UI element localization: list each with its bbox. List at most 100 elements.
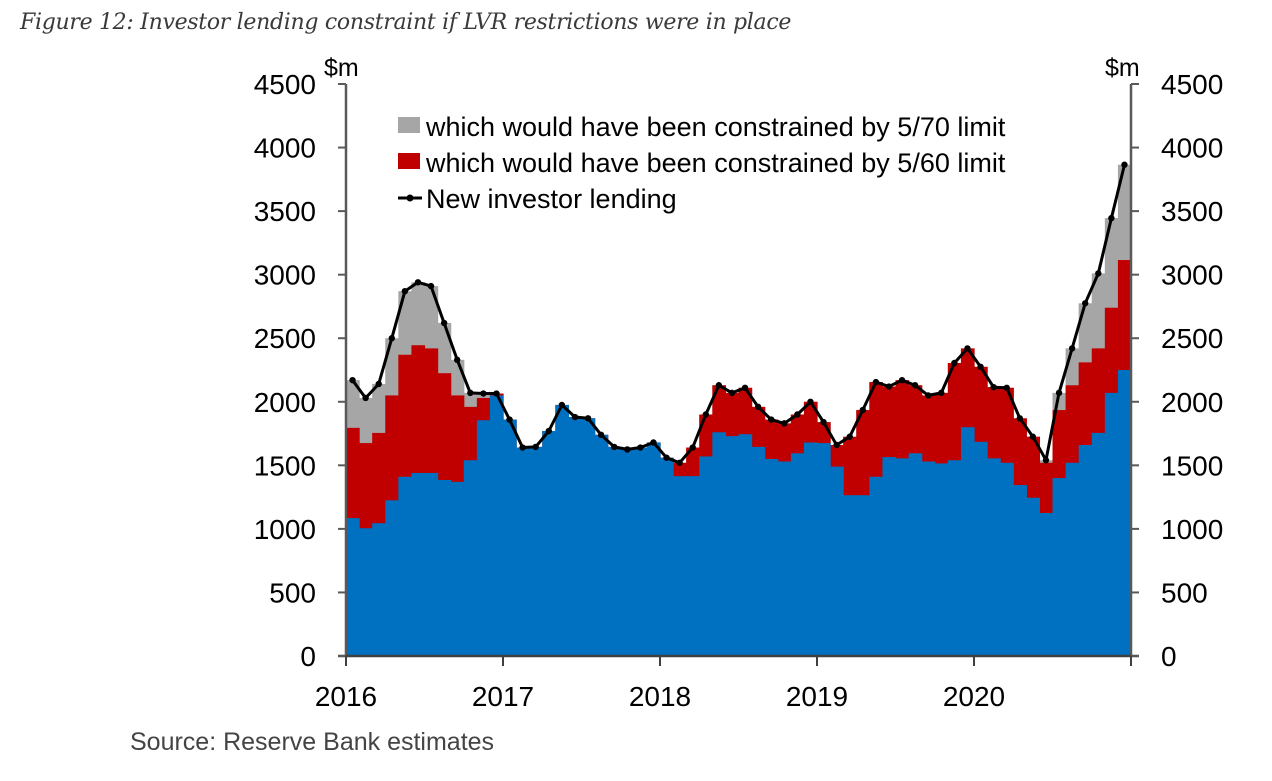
line-point-2017-10	[624, 446, 631, 453]
source-note: Source: Reserve Bank estimates	[130, 728, 495, 756]
bar-unconstrained-2016-09	[450, 481, 465, 656]
line-point-2019-11	[951, 359, 958, 367]
line-point-2018-02	[676, 459, 683, 466]
line-point-2018-09	[768, 416, 775, 423]
y-tick-label-right: 3500	[1161, 196, 1223, 227]
bar-unconstrained-2018-08	[751, 446, 766, 656]
y-tick-label-right: 0	[1161, 641, 1177, 672]
x-tick-label-2018: 2018	[629, 681, 691, 712]
line-point-2016-01	[349, 376, 356, 384]
bar-unconstrained-2017-12	[646, 442, 661, 656]
x-tick-label-2016: 2016	[315, 681, 377, 712]
line-point-2016-06	[414, 279, 422, 286]
bar-unconstrained-2020-12	[1117, 370, 1132, 656]
line-point-2017-11	[637, 444, 644, 451]
bar-unconstrained-2016-03	[372, 523, 386, 656]
line-point-2019-03	[846, 433, 853, 440]
bar-unconstrained-2019-08	[908, 453, 923, 656]
line-point-2016-07	[427, 282, 435, 290]
line-point-2017-08	[597, 431, 605, 439]
line-point-2020-10	[1095, 270, 1102, 277]
legend-label-2: New investor lending	[426, 184, 677, 214]
line-point-2018-01	[663, 454, 670, 461]
line-point-2020-08	[1068, 345, 1076, 352]
bar-unconstrained-2018-06	[725, 436, 740, 656]
bar-unconstrained-2020-03	[1000, 462, 1014, 656]
line-point-2017-02	[519, 444, 526, 451]
y-tick-label-right: 4000	[1161, 133, 1223, 164]
y-tick-label-right: 4500	[1161, 69, 1223, 100]
y-tick-label-left: 3500	[254, 196, 316, 227]
line-point-2020-03	[1003, 384, 1010, 391]
x-tick-label-2020: 2020	[943, 681, 1005, 712]
bar-unconstrained-2019-06	[882, 457, 897, 656]
bar-unconstrained-2016-04	[385, 500, 399, 656]
bar-unconstrained-2020-08	[1065, 462, 1080, 656]
bar-unconstrained-2019-09	[921, 461, 936, 656]
line-point-2016-12	[493, 390, 500, 397]
line-point-2017-09	[611, 443, 618, 451]
line-point-2018-07	[741, 384, 749, 391]
bar-unconstrained-2017-09	[607, 446, 622, 656]
line-point-2018-11	[794, 411, 801, 418]
y-tick-label-right: 1000	[1161, 514, 1223, 545]
bar-unconstrained-2019-12	[960, 427, 975, 656]
y-tick-label-left: 2000	[254, 387, 316, 418]
y-tick-label-right: 2500	[1161, 323, 1223, 354]
line-point-2017-06	[571, 413, 579, 421]
line-point-2018-04	[702, 411, 709, 418]
bar-unconstrained-2016-07	[424, 472, 439, 656]
line-point-2017-12	[650, 439, 657, 446]
bar-unconstrained-2019-01	[817, 443, 831, 656]
line-point-2019-05	[872, 378, 880, 386]
line-point-2019-08	[911, 382, 919, 389]
line-point-2020-02	[990, 383, 997, 391]
line-point-2018-10	[781, 420, 788, 427]
bar-unconstrained-2018-10	[777, 461, 792, 656]
y-axis-unit-left: $m	[324, 54, 359, 82]
line-point-2020-09	[1082, 300, 1089, 307]
bar-unconstrained-2019-02	[830, 466, 844, 656]
line-point-2019-12	[964, 345, 971, 352]
line-point-2020-05	[1029, 433, 1037, 440]
x-tick-label-2019: 2019	[786, 681, 848, 712]
figure-title: Figure 12: Investor lending constraint i…	[20, 10, 792, 35]
line-point-2016-10	[467, 389, 474, 397]
bar-unconstrained-2017-11	[633, 447, 648, 656]
chart-line-layer	[349, 161, 1128, 466]
bar-unconstrained-2016-10	[463, 460, 478, 656]
bar-unconstrained-2020-04	[1013, 485, 1027, 656]
line-point-2017-01	[506, 416, 513, 423]
bar-unconstrained-2019-11	[947, 460, 962, 656]
line-point-2017-03	[532, 443, 539, 451]
bar-unconstrained-2017-04	[542, 431, 556, 656]
bar-unconstrained-2018-01	[660, 457, 674, 656]
legend-label-1: which would have been constrained by 5/6…	[425, 148, 1006, 178]
y-tick-label-left: 1500	[254, 450, 316, 481]
bar-unconstrained-2017-03	[529, 446, 543, 656]
bar-unconstrained-2018-09	[764, 458, 779, 656]
chart-areas	[346, 164, 1132, 656]
y-tick-label-left: 2500	[254, 323, 316, 354]
line-point-2019-10	[938, 389, 945, 397]
bar-unconstrained-2020-05	[1026, 497, 1041, 656]
line-point-2019-01	[820, 418, 827, 426]
line-point-2016-08	[440, 319, 448, 327]
line-point-2017-05	[558, 401, 566, 409]
bar-unconstrained-2016-11	[476, 420, 491, 656]
legend-swatch-1	[398, 153, 420, 169]
chart-axes: 0 0 500 500 1000 1000 1500 1500 2000 2000 2500 2500…	[254, 54, 1224, 712]
bar-unconstrained-2018-07	[738, 434, 753, 656]
line-point-2016-04	[388, 335, 395, 342]
line-point-2019-06	[885, 383, 893, 390]
bar-unconstrained-2020-06	[1039, 513, 1054, 656]
bar-unconstrained-2018-11	[790, 453, 805, 656]
bar-unconstrained-2019-05	[869, 476, 884, 656]
line-point-2020-06	[1042, 457, 1050, 464]
line-point-2017-04	[545, 427, 552, 435]
chart-legend: which would have been constrained by 5/7…	[398, 112, 1006, 214]
y-tick-label-left: 4000	[254, 133, 316, 164]
bar-unconstrained-2017-01	[503, 419, 517, 656]
bar-unconstrained-2020-01	[974, 441, 988, 656]
